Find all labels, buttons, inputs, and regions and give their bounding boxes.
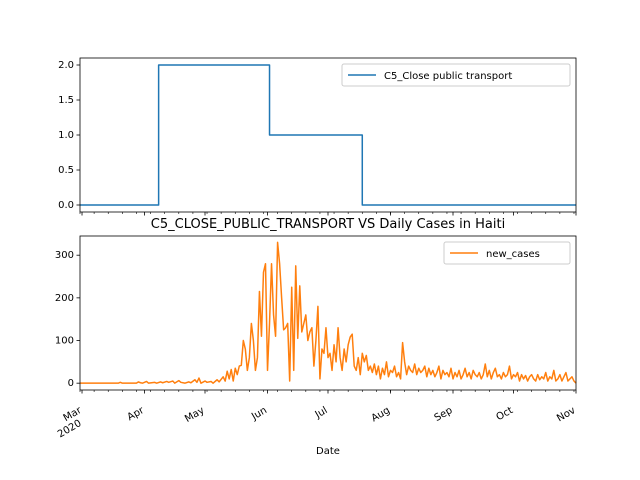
bottom-y-tick-label: 100 <box>55 336 74 347</box>
top-y-tick-label: 1.0 <box>58 130 74 141</box>
top-y-tick-label: 1.5 <box>58 95 74 106</box>
bottom-legend: new_cases <box>443 241 571 265</box>
bottom-legend-box <box>443 241 571 265</box>
series-line-C5_Close public transport <box>80 64 576 206</box>
bottom-panel: C5_CLOSE_PUBLIC_TRANSPORT VS Daily Cases… <box>55 217 578 457</box>
top-panel: 0.0 0.5 1.0 1.5 2.0 C5_Close public transpor… <box>58 57 577 216</box>
top-y-tick-label: 2.0 <box>58 60 74 71</box>
top-legend-box <box>341 63 571 87</box>
top-y-tick-label: 0.0 <box>58 200 74 211</box>
x-axis-label: Date <box>316 446 340 457</box>
top-legend-label: C5_Close public transport <box>384 71 512 82</box>
bottom-chart-title: C5_CLOSE_PUBLIC_TRANSPORT VS Daily Cases… <box>151 217 505 232</box>
top-ticks-layer: 0.0 0.5 1.0 1.5 2.0 <box>58 60 577 216</box>
top-legend: C5_Close public transport <box>341 63 571 87</box>
bottom-y-tick-label: 0 <box>68 378 74 389</box>
bottom-y-tick-label: 200 <box>55 293 74 304</box>
series-line-new_cases <box>80 241 577 384</box>
bottom-legend-label: new_cases <box>486 249 540 260</box>
top-series-layer <box>80 64 576 206</box>
bottom-series-layer <box>80 241 577 384</box>
bottom-y-tick-label: 300 <box>55 250 74 261</box>
top-y-tick-label: 0.5 <box>58 165 74 176</box>
